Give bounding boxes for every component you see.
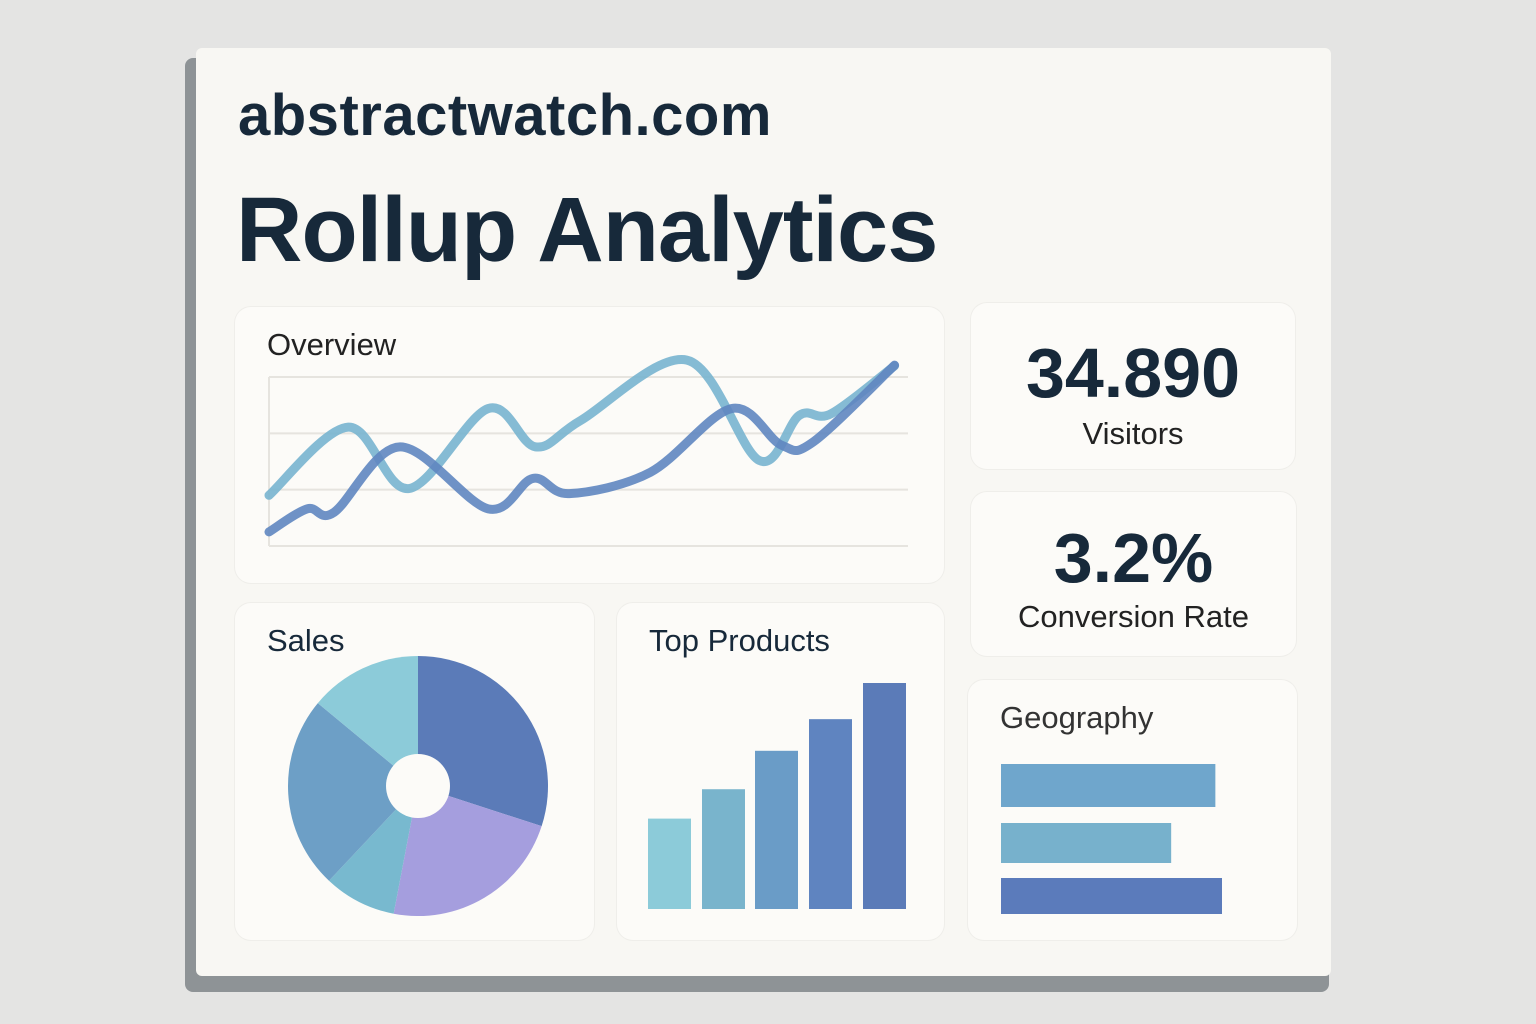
pie-slice xyxy=(418,656,548,827)
line-series-1 xyxy=(264,355,900,500)
pie-slice xyxy=(317,656,418,786)
top-products-title: Top Products xyxy=(649,623,830,658)
site-name: abstractwatch.com xyxy=(238,83,772,148)
overview-card: Overview xyxy=(235,307,944,583)
geography-bar xyxy=(1001,764,1216,807)
geography-bar xyxy=(1001,823,1172,863)
visitors-label: Visitors xyxy=(1082,416,1184,451)
product-bar xyxy=(702,789,745,909)
pie-slice xyxy=(393,786,542,916)
conversion-label: Conversion Rate xyxy=(1018,599,1249,634)
geography-title: Geography xyxy=(1000,700,1154,735)
geography-bar xyxy=(1001,878,1222,914)
product-bar xyxy=(755,750,798,909)
product-bar xyxy=(863,683,906,909)
page-title: Rollup Analytics xyxy=(236,179,938,281)
conversion-value: 3.2% xyxy=(1053,519,1214,597)
overview-title: Overview xyxy=(267,327,397,362)
visitors-card: 34.890 Visitors xyxy=(971,303,1295,469)
product-bar xyxy=(648,818,691,909)
conversion-card: 3.2% Conversion Rate xyxy=(971,492,1296,656)
product-bar xyxy=(809,719,852,909)
visitors-value: 34.890 xyxy=(1025,334,1241,412)
sales-title: Sales xyxy=(267,623,345,658)
donut-hole xyxy=(386,754,450,818)
line-series-2 xyxy=(264,360,900,537)
pie-slice xyxy=(329,786,418,914)
pie-slice xyxy=(288,703,418,881)
